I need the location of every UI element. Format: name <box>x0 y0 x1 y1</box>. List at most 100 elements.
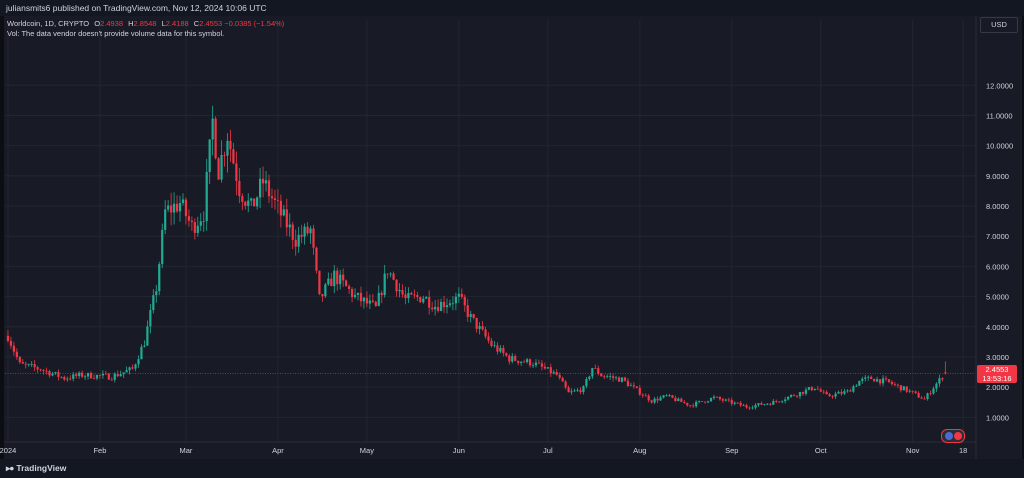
candle-body <box>306 226 309 234</box>
candle-body <box>131 367 134 369</box>
candle-body <box>205 171 208 222</box>
candle-body <box>15 351 18 358</box>
candle-body <box>499 347 502 352</box>
tradingview-logo[interactable]: ▸● TradingView <box>6 463 66 474</box>
candle-body <box>398 290 401 292</box>
candle-body <box>896 384 899 386</box>
candle-body <box>374 301 377 306</box>
candle-body <box>626 380 630 386</box>
candle-body <box>819 389 822 392</box>
candle-body <box>638 387 641 395</box>
candle-body <box>259 178 262 198</box>
candle-body <box>140 346 143 360</box>
candle-body <box>698 401 701 402</box>
y-axis-label: 11.0000 <box>986 111 1013 120</box>
candle-body <box>813 388 816 391</box>
candle-body <box>78 372 81 377</box>
candle-body <box>416 295 419 298</box>
candle-body <box>609 376 612 378</box>
candle-body <box>766 403 769 405</box>
us-flag-events-icon[interactable] <box>941 429 965 443</box>
candle-body <box>683 401 686 403</box>
candle-body <box>537 362 541 364</box>
candle-body <box>884 378 888 380</box>
candle-body <box>543 366 546 369</box>
candle-body <box>576 389 579 391</box>
candle-body <box>362 297 366 302</box>
chart-pane[interactable] <box>4 16 1022 459</box>
candle-body <box>291 224 294 240</box>
x-axis-label: 18 <box>959 446 967 455</box>
candle-body <box>588 376 591 380</box>
candle-body <box>436 306 440 312</box>
candle-body <box>923 398 926 400</box>
candle-body <box>172 203 176 213</box>
candle-body <box>104 373 107 375</box>
candle-body <box>893 384 897 385</box>
candle-body <box>594 368 597 369</box>
candle-body <box>911 390 914 392</box>
candle-body <box>523 361 526 363</box>
candle-body <box>528 359 532 366</box>
last-price-badge: 2.4553 13:53:16 <box>977 365 1017 383</box>
candle-body <box>422 298 425 303</box>
publish-info: juliansmits6 published on TradingView.co… <box>6 3 267 13</box>
candle-body <box>95 375 99 379</box>
y-axis-label: 3.0000 <box>986 353 1009 362</box>
candle-body <box>365 297 368 304</box>
candle-body <box>798 392 802 397</box>
candle-body <box>42 370 45 372</box>
candle-body <box>938 378 941 384</box>
candle-body <box>561 377 564 382</box>
x-axis-label: Jun <box>453 446 465 455</box>
candle-body <box>487 336 490 341</box>
candle-body <box>686 402 689 406</box>
candle-body <box>733 402 736 404</box>
candle-body <box>327 278 330 285</box>
candle-body <box>119 374 122 377</box>
y-axis-label: 8.0000 <box>986 202 1009 211</box>
candle-body <box>484 329 487 337</box>
candle-body <box>840 391 843 394</box>
candle-body <box>801 392 805 394</box>
candle-body <box>164 209 167 230</box>
candle-body <box>861 378 864 381</box>
candle-body <box>534 362 538 366</box>
candle-body <box>789 395 793 397</box>
candle-body <box>914 391 917 393</box>
candle-body <box>926 393 929 399</box>
candle-body <box>454 296 457 304</box>
candle-body <box>603 376 606 378</box>
close-value: 2.4553 <box>199 19 223 28</box>
candle-body <box>241 196 244 202</box>
candle-body <box>878 379 882 384</box>
candle-body <box>184 199 188 217</box>
candle-body <box>531 365 535 367</box>
candle-body <box>6 335 10 341</box>
candle-body <box>401 290 404 295</box>
candle-body <box>564 381 567 388</box>
candle-body <box>463 296 466 306</box>
candle-body <box>508 355 511 362</box>
currency-button[interactable]: USD <box>980 17 1018 33</box>
candle-body <box>128 367 131 371</box>
symbol-label: Worldcoin, 1D, CRYPTO <box>7 19 90 28</box>
candle-body <box>386 273 389 275</box>
candle-body <box>632 385 635 387</box>
candle-body <box>662 395 665 398</box>
candle-body <box>457 293 460 297</box>
candle-body <box>736 402 739 404</box>
candle-body <box>668 395 671 396</box>
candle-body <box>804 389 808 394</box>
close-label: C <box>193 19 200 28</box>
candle-body <box>288 224 291 228</box>
change-value: −0.0385 (−1.54%) <box>224 19 285 28</box>
candle-body <box>122 372 125 375</box>
candle-body <box>944 372 947 374</box>
last-price-value: 2.4553 <box>985 365 1009 374</box>
candle-body <box>18 357 21 363</box>
candle-body <box>419 297 422 303</box>
candle-body <box>718 396 721 400</box>
candle-body <box>297 234 300 247</box>
